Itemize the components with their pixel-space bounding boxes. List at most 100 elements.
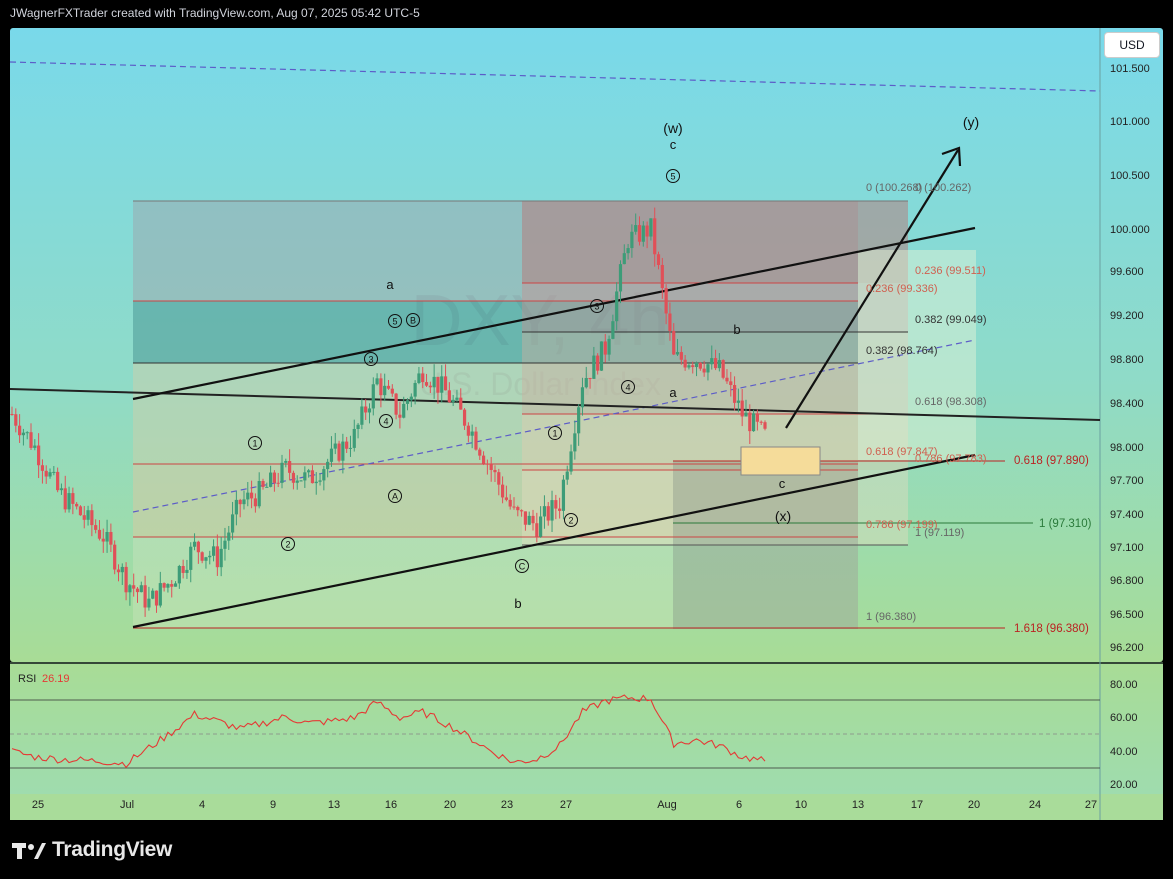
candle-body <box>489 463 493 470</box>
price-tick-label: 101.500 <box>1110 63 1150 75</box>
candle-body <box>504 497 508 500</box>
candle-body <box>269 472 273 487</box>
candle-body <box>485 463 489 465</box>
candle-body <box>109 531 113 545</box>
time-tick-label: 13 <box>852 799 864 811</box>
candle-body <box>470 431 474 436</box>
candle-body <box>649 218 653 237</box>
wave-circle-text: A <box>392 492 398 502</box>
candle-body <box>314 481 318 484</box>
candle-body <box>653 218 657 255</box>
price-tick-label: 101.000 <box>1110 116 1150 128</box>
candle-body <box>128 585 132 593</box>
candle-body <box>599 341 604 371</box>
candle-body <box>63 488 67 510</box>
rsi-pane-bg <box>10 664 1163 794</box>
candle-body <box>234 499 238 515</box>
candle-body <box>341 441 345 461</box>
candle-body <box>116 569 121 573</box>
tradingview-brand[interactable]: TradingView <box>12 836 172 864</box>
wave-circle-four-mid <box>621 380 635 394</box>
candle-body <box>455 397 459 400</box>
price-tick-label: 98.800 <box>1110 354 1144 366</box>
candle-body <box>466 425 470 436</box>
candle-body <box>379 378 383 396</box>
time-tick-label: 27 <box>560 799 572 811</box>
candle-body <box>307 470 311 473</box>
candle-body <box>755 413 759 422</box>
price-tick-label: 97.400 <box>1110 509 1144 521</box>
candle-body <box>276 482 280 484</box>
candle-body <box>97 529 102 539</box>
candle-body <box>326 461 330 470</box>
candle-body <box>208 555 212 558</box>
time-tick-label: 24 <box>1029 799 1041 811</box>
candle-body <box>413 382 417 397</box>
candle-body <box>402 403 406 418</box>
wave-circle-A <box>388 489 402 503</box>
wave-circle-one-mid <box>548 426 562 440</box>
wave-circle-text: 4 <box>625 383 630 393</box>
candle-body <box>143 585 147 608</box>
candle-body <box>86 510 90 520</box>
candle-body <box>196 541 200 553</box>
time-tick-label: 23 <box>501 799 513 811</box>
candle-body <box>748 412 752 432</box>
time-tick-label: 10 <box>795 799 807 811</box>
fib-right-0: 0 (100.262) <box>915 182 971 194</box>
time-tick-label: Jul <box>120 799 134 811</box>
price-tick-label: 100.000 <box>1110 224 1150 236</box>
wave-circle-four-left <box>379 414 393 428</box>
fib-left-2: 0.382 (98.764) <box>866 345 938 357</box>
candle-body <box>573 433 577 452</box>
candle-body <box>744 412 748 417</box>
fib-left-5: 1 (96.380) <box>866 611 916 623</box>
candle-body <box>634 225 638 232</box>
channel-upper <box>132 226 976 401</box>
main-pane-bg <box>10 28 1163 662</box>
rsi-axis: 80.00 60.00 40.00 20.00 <box>1110 679 1138 791</box>
candle-body <box>603 341 607 355</box>
candle-body <box>295 480 299 483</box>
watermark-name: U.S. Dollar Index <box>419 366 661 402</box>
candle-body <box>253 498 257 507</box>
candle-body <box>67 493 71 510</box>
wave-b-right-label: b <box>733 322 740 337</box>
candle-body <box>698 362 702 369</box>
wave-circle-text: 5 <box>392 317 397 327</box>
candle-body <box>478 449 482 456</box>
candle-body <box>272 472 277 483</box>
wave-c-top-label: c <box>670 137 677 152</box>
candle-body <box>763 422 767 429</box>
candle-body <box>71 493 75 504</box>
wave-circle-three-left <box>364 352 378 366</box>
candle-body <box>348 447 353 449</box>
candle-body <box>249 492 254 499</box>
fib-right-3: 0.618 (98.308) <box>915 396 987 408</box>
wave-circle-text: 3 <box>594 302 599 312</box>
wave-circle-B <box>406 313 420 327</box>
projection-0: 0.618 (97.890) <box>1014 455 1089 467</box>
wave-a-left-label: a <box>386 277 394 292</box>
candle-body <box>21 432 26 436</box>
candle-body <box>615 291 619 322</box>
rsi-tick-label: 20.00 <box>1110 779 1138 791</box>
candle-body <box>672 330 676 355</box>
candle-body <box>713 358 718 369</box>
candle-body <box>565 471 569 480</box>
target-zone <box>740 446 821 476</box>
candle-body <box>37 445 41 466</box>
candle-body <box>135 588 140 593</box>
time-axis[interactable]: 25 Jul 4 9 13 16 20 23 27 Aug 6 10 13 17 20 24 27 <box>32 799 1097 811</box>
candle-body <box>78 506 83 516</box>
candle-body <box>539 516 543 537</box>
price-axis[interactable]: 101.500 101.000 100.500 100.000 99.600 99.200… <box>1110 63 1150 654</box>
candle-body <box>550 500 554 521</box>
currency-button[interactable]: USD <box>1104 32 1160 58</box>
candle-body <box>215 546 219 568</box>
wave-labels: (w) c a b a b c (x) (y) <box>386 114 979 611</box>
price-tick-label: 100.500 <box>1110 170 1150 182</box>
time-tick-label: 27 <box>1085 799 1097 811</box>
price-tick-label: 97.700 <box>1110 475 1144 487</box>
candle-body <box>383 385 387 396</box>
